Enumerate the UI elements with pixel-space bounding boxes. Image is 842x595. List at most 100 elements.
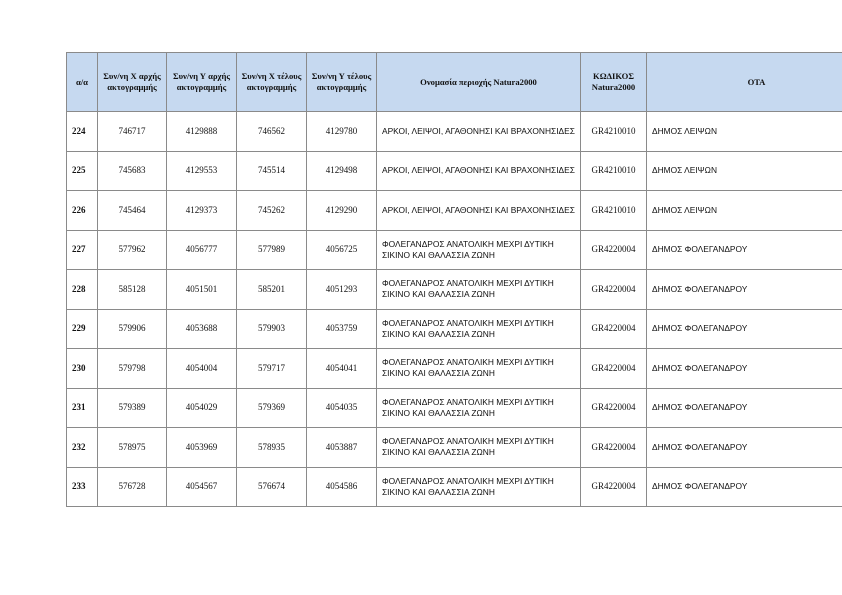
header-row: α/α Συν/νη Χ αρχής ακτογραμμής Συν/νη Υ αρ… xyxy=(66,52,842,112)
cell-col-y-end: 4053759 xyxy=(306,308,377,349)
table-row: 232 578975 4053969 578935 4053887 ΦΟΛΕΓΑΝΔΡΟΣ… xyxy=(66,427,842,468)
cell-col-area-name: ΦΟΛΕΓΑΝΔΡΟΣ ΑΝΑΤΟΛΙΚΗ ΜΕΧΡΙ ΔΥΤΙΚΗ ΣΙΚΙΝ… xyxy=(376,466,581,507)
cell-col-y-start: 4053969 xyxy=(166,427,237,468)
cell-col-ota: ΔΗΜΟΣ ΛΕΙΨΩΝ xyxy=(646,111,842,152)
header-col-x-start: Συν/νη Χ αρχής ακτογραμμής xyxy=(97,52,167,112)
cell-col-natura-code: GR4220004 xyxy=(580,466,647,507)
cell-col-y-end: 4056725 xyxy=(306,229,377,270)
cell-col-x-start: 745464 xyxy=(97,190,167,231)
cell-col-y-end: 4054035 xyxy=(306,387,377,428)
cell-col-aa: 227 xyxy=(66,229,98,270)
cell-col-x-end: 579717 xyxy=(236,348,307,389)
cell-col-x-start: 577962 xyxy=(97,229,167,270)
cell-col-aa: 228 xyxy=(66,269,98,310)
cell-col-x-end: 745514 xyxy=(236,150,307,191)
cell-col-x-start: 576728 xyxy=(97,466,167,507)
cell-col-natura-code: GR4210010 xyxy=(580,190,647,231)
cell-col-y-end: 4051293 xyxy=(306,269,377,310)
cell-col-x-start: 745683 xyxy=(97,150,167,191)
table-row: 231 579389 4054029 579369 4054035 ΦΟΛΕΓΑΝΔΡΟΣ… xyxy=(66,387,842,428)
cell-col-x-end: 579903 xyxy=(236,308,307,349)
cell-col-y-start: 4129888 xyxy=(166,111,237,152)
cell-col-natura-code: GR4220004 xyxy=(580,387,647,428)
cell-col-aa: 232 xyxy=(66,427,98,468)
cell-col-aa: 226 xyxy=(66,190,98,231)
coastline-table: α/α Συν/νη Χ αρχής ακτογραμμής Συν/νη Υ αρ… xyxy=(66,52,842,507)
cell-col-y-start: 4056777 xyxy=(166,229,237,270)
cell-col-ota: ΔΗΜΟΣ ΦΟΛΕΓΑΝΔΡΟΥ xyxy=(646,466,842,507)
table-row: 228 585128 4051501 585201 4051293 ΦΟΛΕΓΑΝΔΡΟΣ… xyxy=(66,269,842,310)
cell-col-area-name: ΦΟΛΕΓΑΝΔΡΟΣ ΑΝΑΤΟΛΙΚΗ ΜΕΧΡΙ ΔΥΤΙΚΗ ΣΙΚΙΝ… xyxy=(376,348,581,389)
header-col-ota: ΟΤΑ xyxy=(646,52,842,112)
cell-col-x-start: 585128 xyxy=(97,269,167,310)
cell-col-x-end: 746562 xyxy=(236,111,307,152)
cell-col-natura-code: GR4220004 xyxy=(580,427,647,468)
cell-col-x-start: 579389 xyxy=(97,387,167,428)
cell-col-aa: 229 xyxy=(66,308,98,349)
cell-col-x-end: 745262 xyxy=(236,190,307,231)
cell-col-area-name: ΦΟΛΕΓΑΝΔΡΟΣ ΑΝΑΤΟΛΙΚΗ ΜΕΧΡΙ ΔΥΤΙΚΗ ΣΙΚΙΝ… xyxy=(376,308,581,349)
cell-col-area-name: ΑΡΚΟΙ, ΛΕΙΨΟΙ, ΑΓΑΘΟΝΗΣΙ ΚΑΙ ΒΡΑΧΟΝΗΣΙΔΕ… xyxy=(376,111,581,152)
cell-col-natura-code: GR4220004 xyxy=(580,308,647,349)
header-col-x-end: Συν/νη Χ τέλους ακτογραμμής xyxy=(236,52,307,112)
cell-col-ota: ΔΗΜΟΣ ΦΟΛΕΓΑΝΔΡΟΥ xyxy=(646,387,842,428)
cell-col-area-name: ΦΟΛΕΓΑΝΔΡΟΣ ΑΝΑΤΟΛΙΚΗ ΜΕΧΡΙ ΔΥΤΙΚΗ ΣΙΚΙΝ… xyxy=(376,229,581,270)
cell-col-y-start: 4051501 xyxy=(166,269,237,310)
cell-col-area-name: ΑΡΚΟΙ, ΛΕΙΨΟΙ, ΑΓΑΘΟΝΗΣΙ ΚΑΙ ΒΡΑΧΟΝΗΣΙΔΕ… xyxy=(376,190,581,231)
table-row: 224 746717 4129888 746562 4129780 ΑΡΚΟΙ, ΛΕΙΨ… xyxy=(66,111,842,152)
cell-col-y-start: 4053688 xyxy=(166,308,237,349)
header-col-natura-code: ΚΩΔΙΚΟΣ Natura2000 xyxy=(580,52,647,112)
cell-col-area-name: ΑΡΚΟΙ, ΛΕΙΨΟΙ, ΑΓΑΘΟΝΗΣΙ ΚΑΙ ΒΡΑΧΟΝΗΣΙΔΕ… xyxy=(376,150,581,191)
cell-col-x-end: 585201 xyxy=(236,269,307,310)
cell-col-y-start: 4129373 xyxy=(166,190,237,231)
cell-col-x-start: 578975 xyxy=(97,427,167,468)
cell-col-ota: ΔΗΜΟΣ ΛΕΙΨΩΝ xyxy=(646,150,842,191)
cell-col-natura-code: GR4220004 xyxy=(580,348,647,389)
cell-col-aa: 231 xyxy=(66,387,98,428)
cell-col-y-start: 4054567 xyxy=(166,466,237,507)
table-row: 227 577962 4056777 577989 4056725 ΦΟΛΕΓΑΝΔΡΟΣ… xyxy=(66,229,842,270)
cell-col-ota: ΔΗΜΟΣ ΦΟΛΕΓΑΝΔΡΟΥ xyxy=(646,427,842,468)
cell-col-area-name: ΦΟΛΕΓΑΝΔΡΟΣ ΑΝΑΤΟΛΙΚΗ ΜΕΧΡΙ ΔΥΤΙΚΗ ΣΙΚΙΝ… xyxy=(376,387,581,428)
cell-col-natura-code: GR4220004 xyxy=(580,229,647,270)
table-row: 233 576728 4054567 576674 4054586 ΦΟΛΕΓΑΝΔΡΟΣ… xyxy=(66,466,842,507)
cell-col-y-end: 4129498 xyxy=(306,150,377,191)
cell-col-natura-code: GR4220004 xyxy=(580,269,647,310)
header-col-area-name: Ονομασία περιοχής Natura2000 xyxy=(376,52,581,112)
cell-col-aa: 225 xyxy=(66,150,98,191)
table-row: 225 745683 4129553 745514 4129498 ΑΡΚΟΙ, ΛΕΙΨ… xyxy=(66,150,842,191)
cell-col-natura-code: GR4210010 xyxy=(580,111,647,152)
cell-col-x-end: 579369 xyxy=(236,387,307,428)
table-row: 230 579798 4054004 579717 4054041 ΦΟΛΕΓΑΝΔΡΟΣ… xyxy=(66,348,842,389)
cell-col-ota: ΔΗΜΟΣ ΛΕΙΨΩΝ xyxy=(646,190,842,231)
cell-col-natura-code: GR4210010 xyxy=(580,150,647,191)
cell-col-x-start: 579906 xyxy=(97,308,167,349)
cell-col-ota: ΔΗΜΟΣ ΦΟΛΕΓΑΝΔΡΟΥ xyxy=(646,269,842,310)
cell-col-x-end: 576674 xyxy=(236,466,307,507)
header-col-y-end: Συν/νη Υ τέλους ακτογραμμής xyxy=(306,52,377,112)
header-col-aa: α/α xyxy=(66,52,98,112)
cell-col-y-end: 4129290 xyxy=(306,190,377,231)
cell-col-aa: 233 xyxy=(66,466,98,507)
cell-col-y-start: 4129553 xyxy=(166,150,237,191)
table-row: 226 745464 4129373 745262 4129290 ΑΡΚΟΙ, ΛΕΙΨ… xyxy=(66,190,842,231)
cell-col-ota: ΔΗΜΟΣ ΦΟΛΕΓΑΝΔΡΟΥ xyxy=(646,308,842,349)
table-row: 229 579906 4053688 579903 4053759 ΦΟΛΕΓΑΝΔΡΟΣ… xyxy=(66,308,842,349)
header-col-y-start: Συν/νη Υ αρχής ακτογραμμής xyxy=(166,52,237,112)
cell-col-area-name: ΦΟΛΕΓΑΝΔΡΟΣ ΑΝΑΤΟΛΙΚΗ ΜΕΧΡΙ ΔΥΤΙΚΗ ΣΙΚΙΝ… xyxy=(376,427,581,468)
cell-col-x-start: 579798 xyxy=(97,348,167,389)
cell-col-ota: ΔΗΜΟΣ ΦΟΛΕΓΑΝΔΡΟΥ xyxy=(646,348,842,389)
cell-col-aa: 224 xyxy=(66,111,98,152)
cell-col-aa: 230 xyxy=(66,348,98,389)
cell-col-y-end: 4053887 xyxy=(306,427,377,468)
cell-col-x-end: 578935 xyxy=(236,427,307,468)
cell-col-y-start: 4054029 xyxy=(166,387,237,428)
cell-col-area-name: ΦΟΛΕΓΑΝΔΡΟΣ ΑΝΑΤΟΛΙΚΗ ΜΕΧΡΙ ΔΥΤΙΚΗ ΣΙΚΙΝ… xyxy=(376,269,581,310)
cell-col-x-start: 746717 xyxy=(97,111,167,152)
cell-col-y-end: 4054586 xyxy=(306,466,377,507)
cell-col-ota: ΔΗΜΟΣ ΦΟΛΕΓΑΝΔΡΟΥ xyxy=(646,229,842,270)
cell-col-y-start: 4054004 xyxy=(166,348,237,389)
cell-col-y-end: 4054041 xyxy=(306,348,377,389)
cell-col-x-end: 577989 xyxy=(236,229,307,270)
cell-col-y-end: 4129780 xyxy=(306,111,377,152)
